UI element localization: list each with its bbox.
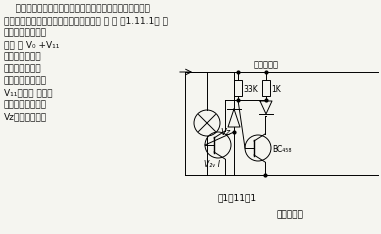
Text: 警，通知更换电: 警，通知更换电 bbox=[4, 64, 42, 73]
Text: 33K: 33K bbox=[243, 85, 258, 94]
Text: 果电压降大，则不能正常工作了。假如安 装 如 图1.11.1的 电: 果电压降大，则不能正常工作了。假如安 装 如 图1.11.1的 电 bbox=[4, 16, 168, 25]
Text: （丁先南）: （丁先南） bbox=[277, 210, 303, 219]
Text: Vz: Vz bbox=[220, 128, 230, 137]
Text: 图1，11，1: 图1，11，1 bbox=[218, 193, 257, 202]
Text: BC₄₅₈: BC₄₅₈ bbox=[272, 145, 291, 154]
Text: 路，那末当电池电: 路，那末当电池电 bbox=[4, 28, 47, 37]
Bar bbox=[262, 80, 270, 96]
Text: V₂ᵥ I: V₂ᵥ I bbox=[204, 160, 220, 169]
Text: 能是有意义的，但: 能是有意义的，但 bbox=[4, 100, 47, 109]
Text: 压降 至 V₀ +V₁₁: 压降 至 V₀ +V₁₁ bbox=[4, 40, 59, 49]
Text: 时，将会发出报: 时，将会发出报 bbox=[4, 52, 42, 61]
Bar bbox=[234, 80, 242, 96]
Text: 1K: 1K bbox=[271, 85, 281, 94]
Text: V₁₁增加一 些，可: V₁₁增加一 些，可 bbox=[4, 88, 53, 97]
Text: Vz应相应减少。: Vz应相应减少。 bbox=[4, 112, 47, 121]
Text: 许多使用电池的仪器，在电池的有效期间能维持工作但如: 许多使用电池的仪器，在电池的有效期间能维持工作但如 bbox=[4, 4, 150, 13]
Text: 池。在某些情况下: 池。在某些情况下 bbox=[4, 76, 47, 85]
Text: 失调整输入: 失调整输入 bbox=[253, 60, 279, 69]
